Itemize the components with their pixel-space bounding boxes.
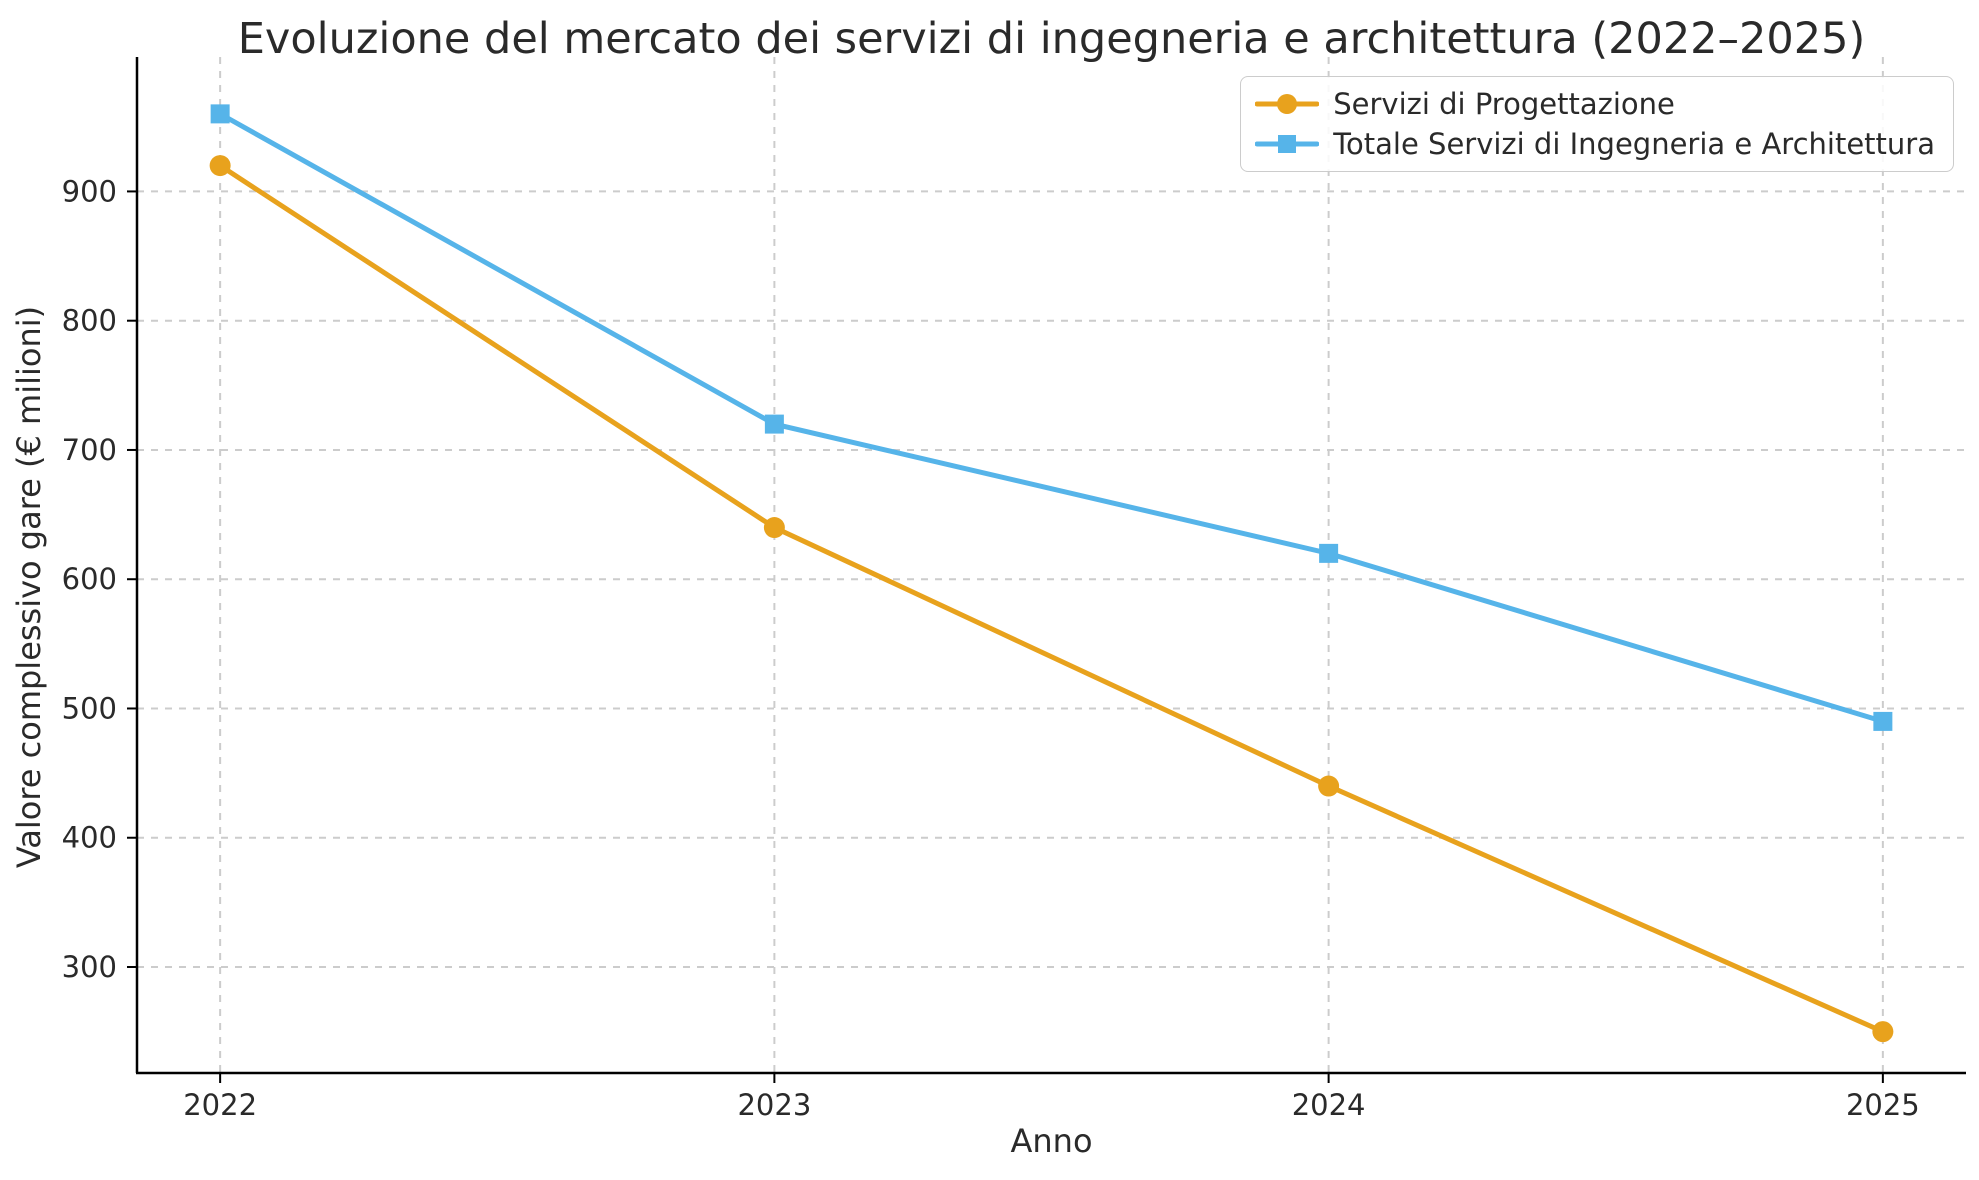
data-point-circle bbox=[1872, 1021, 1894, 1043]
legend-square-marker bbox=[1278, 135, 1297, 153]
data-point-circle bbox=[763, 517, 785, 539]
x-axis-title: Anno bbox=[1010, 1122, 1093, 1160]
series-square bbox=[210, 104, 1893, 731]
x-tick-label: 2025 bbox=[1846, 1088, 1920, 1122]
legend-item: Totale Servizi di Ingegneria e Architett… bbox=[1255, 125, 1935, 163]
legend-item: Servizi di Progettazione bbox=[1255, 85, 1935, 123]
series-line bbox=[217, 163, 1886, 1035]
data-point-circle bbox=[1318, 775, 1340, 797]
legend-label: Servizi di Progettazione bbox=[1333, 87, 1675, 121]
axes-spines bbox=[135, 57, 1966, 1075]
y-tick-label: 800 bbox=[62, 304, 117, 338]
y-tick-label: 500 bbox=[62, 691, 117, 725]
legend-marker-circle-icon bbox=[1255, 94, 1320, 114]
axis-ticks bbox=[127, 190, 1884, 1083]
data-point-circle bbox=[209, 155, 231, 177]
legend-label: Totale Servizi di Ingegneria e Architett… bbox=[1333, 127, 1935, 161]
legend-marker-square-icon bbox=[1255, 135, 1320, 153]
y-tick-label: 300 bbox=[62, 950, 117, 984]
x-tick-label: 2024 bbox=[1292, 1088, 1366, 1122]
data-point-square bbox=[1319, 543, 1339, 563]
x-tick-label: 2023 bbox=[737, 1088, 811, 1122]
chart-title: Evoluzione del mercato dei servizi di in… bbox=[237, 14, 1866, 64]
y-tick-label: 900 bbox=[62, 174, 117, 208]
y-tick-label: 400 bbox=[62, 821, 117, 855]
data-series-layer bbox=[209, 104, 1894, 1043]
y-tick-label: 700 bbox=[62, 433, 117, 467]
y-axis-title: Valore complessivo gare (€ milioni) bbox=[10, 305, 48, 869]
series-circle bbox=[209, 155, 1894, 1043]
axis-tick-labels: 300 400 500 600 700 800 900 2022 2023 2024 2025 bbox=[62, 174, 1920, 1122]
data-point-square bbox=[210, 104, 230, 124]
legend-circle-marker bbox=[1277, 94, 1298, 114]
y-tick-label: 600 bbox=[62, 562, 117, 596]
gridlines bbox=[137, 57, 1966, 1073]
legend-box: Servizi di Progettazione Totale Servizi d… bbox=[1240, 76, 1954, 172]
data-point-square bbox=[764, 414, 784, 434]
x-tick-label: 2022 bbox=[183, 1088, 257, 1122]
series-line bbox=[217, 111, 1886, 724]
data-point-square bbox=[1873, 711, 1893, 731]
